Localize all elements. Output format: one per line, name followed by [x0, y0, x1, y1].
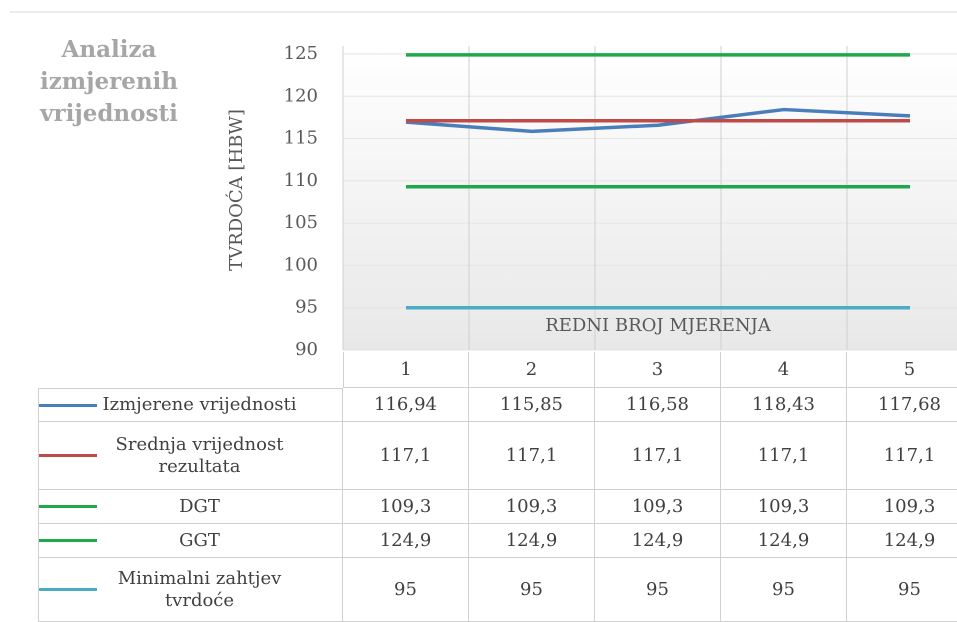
legend-entry: Minimalni zahtjev tvrdoće — [38, 558, 343, 622]
table-value: 95 — [469, 558, 595, 622]
table-value: 116,94 — [343, 388, 469, 422]
table-value: 109,3 — [595, 490, 721, 524]
table-value: 116,58 — [595, 388, 721, 422]
table-value: 115,85 — [469, 388, 595, 422]
table-value: 124,9 — [847, 524, 957, 558]
y-tick-label: 90 — [295, 339, 318, 360]
y-tick-label: 110 — [284, 170, 318, 191]
table-value: 95 — [847, 558, 957, 622]
legend-swatch — [39, 454, 97, 457]
table-value: 109,3 — [721, 490, 847, 524]
legend-label: Srednja vrijednost rezultata — [115, 433, 284, 477]
legend-entry: GGT — [38, 524, 343, 558]
table-header-cell: 4 — [721, 352, 847, 388]
table-value: 124,9 — [595, 524, 721, 558]
legend-entry: DGT — [38, 490, 343, 524]
legend-label: Izmjerene vrijednosti — [102, 394, 297, 415]
y-tick-label: 115 — [284, 128, 318, 149]
table-value: 117,68 — [847, 388, 957, 422]
series-line — [405, 107, 911, 134]
table-value: 117,1 — [595, 422, 721, 490]
y-axis-label: TVRDOĆA [HBW] — [224, 109, 247, 271]
y-tick-label: 95 — [295, 297, 318, 318]
table-header-cell: 1 — [343, 352, 469, 388]
table-value: 124,9 — [469, 524, 595, 558]
table-value: 118,43 — [721, 388, 847, 422]
chart-title: Analiza izmjerenih vrijednosti — [39, 36, 179, 127]
y-tick-label: 105 — [284, 212, 318, 233]
legend-entry: Izmjerene vrijednosti — [38, 388, 343, 422]
legend-swatch — [39, 539, 97, 542]
legend-label: GGT — [179, 529, 220, 551]
y-tick-label: 100 — [284, 254, 318, 275]
legend-swatch — [39, 505, 97, 508]
table-value: 117,1 — [343, 422, 469, 490]
table-value: 95 — [721, 558, 847, 622]
legend-entry: Srednja vrijednost rezultata — [38, 422, 343, 490]
table-value: 109,3 — [469, 490, 595, 524]
x-axis-label: REDNI BROJ MJERENJA — [545, 315, 772, 336]
table-value: 124,9 — [721, 524, 847, 558]
table-value: 95 — [343, 558, 469, 622]
table-value: 95 — [595, 558, 721, 622]
legend-swatch — [39, 588, 97, 591]
table-header-cell: 3 — [595, 352, 721, 388]
table-value: 124,9 — [343, 524, 469, 558]
table-value: 117,1 — [469, 422, 595, 490]
table-value: 109,3 — [847, 490, 957, 524]
table-value: 117,1 — [721, 422, 847, 490]
table-value: 109,3 — [343, 490, 469, 524]
legend-label: Minimalni zahtjev tvrdoće — [117, 567, 282, 611]
table-header-cell: 5 — [847, 352, 957, 388]
table-header-cell: 2 — [469, 352, 595, 388]
plot-background — [343, 46, 957, 350]
legend-label: DGT — [179, 495, 220, 517]
y-tick-label: 125 — [284, 43, 318, 64]
y-tick-label: 120 — [284, 85, 318, 106]
legend-swatch — [39, 403, 97, 407]
table-value: 117,1 — [847, 422, 957, 490]
